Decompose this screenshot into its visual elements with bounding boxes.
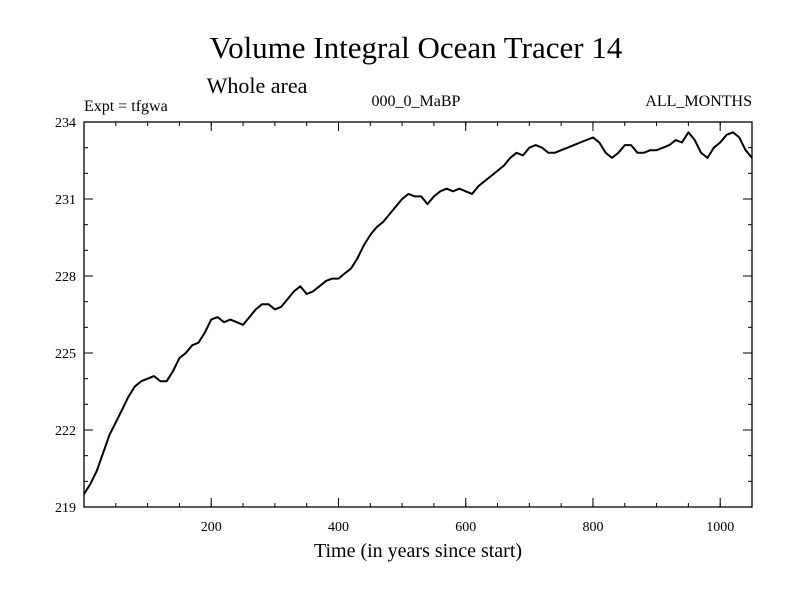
y-tick-label: 222 — [55, 424, 76, 439]
x-tick-label: 600 — [455, 520, 476, 535]
x-tick-label: 400 — [328, 520, 349, 535]
plot-frame — [83, 121, 753, 508]
chart-subtitle: Whole area — [207, 73, 308, 98]
chart-title: Volume Integral Ocean Tracer 14 — [210, 30, 623, 65]
axis-ticks — [84, 121, 752, 508]
x-axis-label: Time (in years since start) — [314, 540, 522, 562]
y-tick-label: 228 — [55, 270, 76, 285]
months-label: ALL_MONTHS — [645, 93, 752, 110]
y-tick-label: 219 — [55, 501, 76, 516]
y-tick-label: 234 — [55, 116, 76, 131]
x-tick-label: 200 — [201, 520, 222, 535]
tick-labels: 200 400 600 800 1000 219 222 225 228 231 234 — [55, 116, 734, 535]
y-tick-label: 231 — [55, 193, 76, 208]
period-label: 000_0_MaBP — [372, 93, 461, 110]
experiment-label: Expt = tfgwa — [84, 98, 168, 115]
series-line — [83, 131, 753, 495]
x-tick-label: 1000 — [706, 520, 734, 535]
x-tick-label: 800 — [582, 520, 603, 535]
y-tick-label: 225 — [55, 347, 76, 362]
